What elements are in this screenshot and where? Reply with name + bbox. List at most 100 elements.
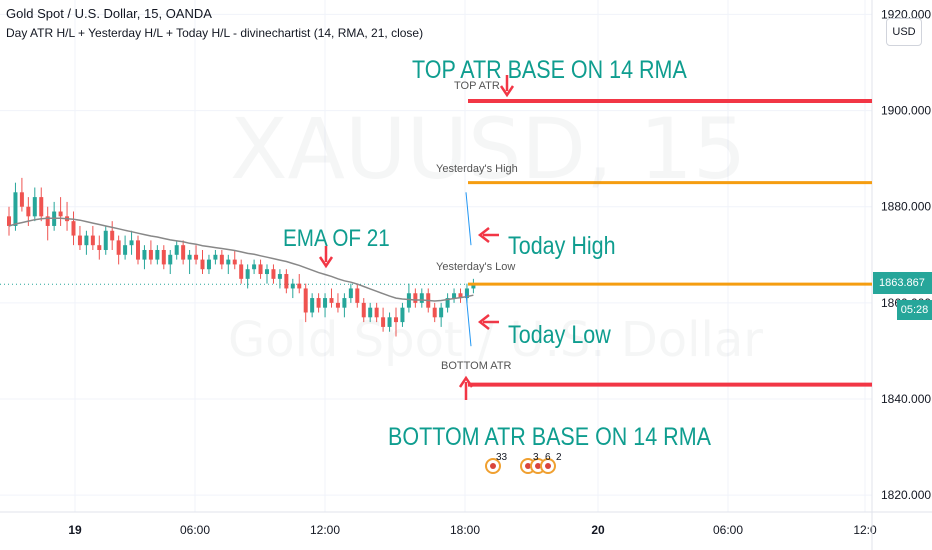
event-count: 2 (556, 452, 562, 463)
candle-body (323, 298, 328, 308)
candle-body (316, 298, 321, 308)
x-tick-label: 12:00 (310, 523, 340, 537)
candle-body (394, 317, 398, 323)
x-tick-label: 12:0 (853, 523, 877, 537)
us-flag-event-icon[interactable] (485, 458, 501, 474)
candle-body (258, 264, 263, 275)
candle-body (39, 197, 44, 217)
indicator-legend[interactable]: Day ATR H/L + Yesterday H/L + Today H/L … (6, 26, 424, 40)
y-tick-label: 1900.000 (881, 104, 931, 118)
candle-body (90, 235, 95, 246)
candle-body (136, 240, 140, 260)
top-atr-arrow-icon-head (499, 85, 515, 98)
candle-body (71, 221, 76, 236)
candle-body (174, 245, 179, 255)
yesterday-low-label: Yesterday's Low (436, 261, 516, 273)
top-atr-annotation: TOP ATR BASE ON 14 RMA (412, 56, 687, 84)
current-price-tag: 1863.867 (873, 272, 932, 294)
top-atr-label: TOP ATR (454, 80, 500, 92)
candle-body (374, 307, 379, 318)
candle-body (148, 249, 153, 260)
today-high-marker (465, 192, 472, 246)
candle-body (368, 307, 373, 318)
candle-body (200, 259, 205, 270)
y-tick-label: 1840.000 (881, 392, 931, 406)
candle-body (406, 293, 411, 308)
candle-body (103, 230, 108, 250)
candle-body (329, 298, 334, 303)
candle-body (232, 259, 237, 265)
event-count: 33 (496, 452, 508, 463)
candle-body (58, 211, 63, 217)
today-low-arrow-icon-head (477, 314, 490, 330)
event-count: 3 (533, 452, 539, 463)
candle-body (452, 293, 457, 299)
x-tick-label: 06:00 (713, 523, 743, 537)
symbol-title[interactable]: Gold Spot / U.S. Dollar, 15, OANDA (6, 6, 212, 21)
candle-body (464, 288, 469, 299)
candle-body (213, 254, 218, 260)
candle-body (123, 245, 128, 255)
candle-body (271, 269, 276, 279)
candle-body (342, 298, 347, 308)
candle-body (348, 288, 353, 299)
candle-body (355, 288, 360, 303)
candle-body (458, 293, 463, 299)
currency-button[interactable]: USD (886, 18, 922, 46)
candle-body (297, 283, 302, 289)
candle-body (387, 317, 392, 327)
candle-body (116, 240, 121, 255)
candle-body (26, 206, 31, 217)
ema-annotation: EMA OF 21 (283, 225, 390, 252)
candle-body (161, 249, 166, 265)
candle-body (84, 235, 89, 246)
candle-body (181, 245, 186, 260)
today-high-arrow-icon-head (477, 227, 490, 243)
candle-body (265, 269, 269, 275)
candle-body (290, 283, 295, 289)
candle-body (361, 302, 366, 318)
candle-body (187, 254, 192, 260)
y-tick-label: 1880.000 (881, 200, 931, 214)
watermark-name: Gold Spot / U.S. Dollar (228, 312, 763, 368)
candle-body (252, 264, 257, 270)
candle-body (32, 197, 37, 217)
x-tick-label: 18:00 (450, 523, 480, 537)
today-low-annotation: Today Low (508, 321, 611, 349)
candle-body (97, 245, 102, 250)
candle-body (400, 307, 405, 323)
bottom-atr-label: BOTTOM ATR (441, 360, 512, 372)
candle-body (381, 317, 386, 327)
candle-body (413, 293, 418, 303)
candle-body (432, 307, 437, 318)
ema-line (8, 217, 474, 302)
y-tick-label: 1920.000 (881, 7, 931, 21)
bar-countdown: 05:28 (897, 300, 932, 320)
candle-body (335, 302, 340, 308)
candle-body (168, 254, 173, 265)
watermark-ticker: XAUUSD, 15 (230, 100, 747, 198)
candle-body (310, 298, 315, 313)
candle-body (226, 259, 231, 265)
candle-body (419, 293, 424, 303)
candle-body (155, 249, 160, 260)
y-tick-label: 1820.000 (881, 488, 931, 502)
candle-body (13, 192, 18, 226)
x-tick-label: 20 (591, 523, 605, 537)
candle-body (110, 230, 115, 241)
today-high-annotation: Today High (508, 232, 616, 260)
candle-body (206, 259, 211, 270)
yesterday-high-label: Yesterday's High (436, 163, 518, 175)
ema-arrow-icon-head (318, 256, 334, 269)
candle-body (219, 254, 224, 265)
candle-body (142, 249, 147, 260)
bottom-atr-annotation: BOTTOM ATR BASE ON 14 RMA (388, 423, 711, 451)
candle-body (77, 235, 82, 246)
candle-body (471, 284, 476, 289)
us-flag-event-icon[interactable] (540, 458, 556, 474)
candle-body (303, 288, 308, 313)
x-tick-label: 06:00 (180, 523, 210, 537)
